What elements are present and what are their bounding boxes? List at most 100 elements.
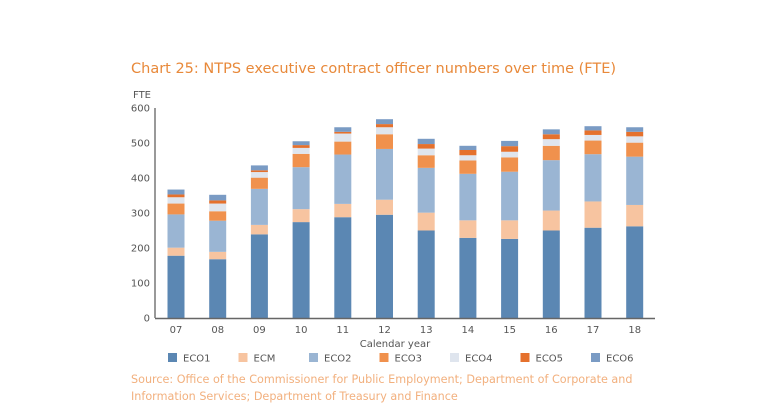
bar-segment-eco2-13 — [417, 167, 435, 213]
bar-segment-eco5-09 — [250, 170, 268, 173]
bar-segment-eco1-16 — [542, 230, 560, 318]
legend-item-eco4: ECO4 — [450, 353, 493, 365]
legend-label: ECO1 — [183, 354, 211, 365]
bar-segment-eco4-09 — [250, 172, 268, 178]
bar-segment-eco6-14 — [459, 145, 477, 150]
x-tick-label: 09 — [253, 325, 266, 336]
bar-segment-eco5-13 — [417, 144, 435, 149]
bar-segment-eco4-17 — [584, 134, 602, 141]
bar-segment-eco6-17 — [584, 126, 602, 131]
x-tick-label: 10 — [295, 325, 308, 336]
bar-segment-eco5-08 — [209, 200, 227, 204]
legend-label: ECO5 — [536, 354, 564, 365]
legend-label: ECO3 — [395, 354, 423, 365]
bar-segment-eco2-12 — [376, 148, 393, 200]
bar-segment-eco4-14 — [459, 155, 477, 161]
bar-segment-ecm-17 — [584, 201, 602, 228]
bar-segment-eco3-09 — [250, 177, 268, 189]
bar-segment-eco4-18 — [626, 136, 644, 143]
x-tick-label: 15 — [503, 325, 516, 336]
y-tick-label: 200 — [131, 244, 150, 255]
bar-segment-eco6-18 — [626, 127, 644, 132]
x-tick-label: 08 — [211, 325, 224, 336]
bar-segment-eco1-15 — [501, 238, 519, 318]
chart-title: Chart 25: NTPS executive contract office… — [131, 61, 617, 77]
y-axis-label: FTE — [133, 90, 151, 101]
bar-segment-eco1-14 — [459, 237, 477, 318]
bar-segment-eco5-15 — [501, 146, 519, 152]
legend-swatch — [309, 353, 318, 362]
bar-segment-eco2-09 — [250, 188, 268, 225]
bar-segment-eco2-14 — [459, 173, 477, 221]
y-tick-label: 400 — [131, 174, 150, 185]
bar-segment-eco3-14 — [459, 160, 477, 174]
bar-segment-ecm-07 — [167, 247, 185, 256]
y-tick-label: 600 — [131, 104, 150, 115]
y-tick-label: 0 — [144, 314, 150, 325]
bar-segment-eco2-15 — [501, 171, 519, 221]
legend-label: ECO6 — [606, 354, 634, 365]
bar-segment-eco5-18 — [626, 131, 644, 137]
bar-segment-eco6-10 — [292, 141, 310, 146]
bar-segment-eco6-07 — [167, 189, 185, 195]
x-tick-label: 18 — [628, 325, 641, 336]
bar-segment-eco3-08 — [209, 211, 227, 221]
legend-swatch — [520, 353, 530, 362]
bar-segment-eco1-12 — [376, 214, 393, 318]
y-tick-label: 500 — [131, 139, 150, 150]
bar-segment-eco1-07 — [167, 255, 185, 318]
bar-segment-ecm-08 — [209, 251, 227, 260]
bar-segment-ecm-14 — [459, 220, 477, 238]
bar-segment-eco2-18 — [626, 156, 644, 205]
legend-label: ECM — [254, 354, 276, 365]
bar-segment-eco6-08 — [209, 194, 227, 201]
bar-segment-eco2-10 — [292, 167, 310, 210]
x-axis-label: Calendar year — [360, 339, 431, 350]
bar-segment-eco3-18 — [626, 142, 644, 157]
legend-label: ECO4 — [465, 354, 493, 365]
bar-segment-eco3-13 — [417, 155, 435, 168]
bar-segment-eco4-10 — [292, 147, 310, 154]
x-tick-label: 13 — [420, 325, 433, 336]
bar-segment-eco2-08 — [209, 220, 227, 252]
bar-segment-eco3-07 — [167, 203, 185, 215]
bar-segment-ecm-12 — [376, 199, 393, 215]
bar-segment-eco1-11 — [334, 217, 352, 318]
legend-item-ecm: ECM — [238, 353, 276, 365]
bar-segment-eco6-11 — [334, 127, 352, 132]
bar-segment-eco1-09 — [250, 234, 268, 318]
bar-segment-eco3-15 — [501, 157, 519, 172]
bar-segment-eco4-11 — [334, 133, 352, 142]
bar-segment-eco3-17 — [584, 140, 602, 155]
bar-segment-eco1-10 — [292, 222, 310, 318]
bar-segment-ecm-18 — [626, 204, 644, 227]
legend-swatch — [238, 353, 248, 362]
x-tick-label: 11 — [336, 325, 349, 336]
bar-segment-eco4-16 — [542, 139, 560, 146]
bar-segment-ecm-11 — [334, 203, 352, 218]
bar-segment-eco4-08 — [209, 203, 227, 212]
bar-segment-ecm-13 — [417, 212, 435, 231]
legend-item-eco5: ECO5 — [520, 353, 564, 365]
bar-segment-eco3-12 — [376, 134, 393, 149]
bar-segment-ecm-09 — [250, 224, 268, 235]
bar-segment-eco5-07 — [167, 194, 185, 198]
legend-item-eco2: ECO2 — [309, 353, 352, 365]
bar-segment-ecm-10 — [292, 209, 310, 223]
legend-swatch — [450, 353, 459, 362]
x-tick-label: 07 — [170, 325, 183, 336]
bar-segment-eco4-12 — [376, 127, 393, 135]
x-tick-label: 12 — [378, 325, 391, 336]
bar-segment-eco2-16 — [542, 160, 560, 211]
bar-segment-eco3-16 — [542, 145, 560, 161]
legend-item-eco3: ECO3 — [379, 353, 423, 365]
bar-segment-eco5-17 — [584, 130, 602, 135]
bar-segment-eco4-07 — [167, 197, 185, 204]
x-tick-label: 16 — [545, 325, 558, 336]
bar-segment-eco3-11 — [334, 141, 352, 155]
bar-segment-eco2-17 — [584, 154, 602, 202]
bar-segment-eco5-16 — [542, 134, 560, 140]
bar-segment-ecm-16 — [542, 210, 560, 231]
legend-swatch — [168, 353, 177, 362]
